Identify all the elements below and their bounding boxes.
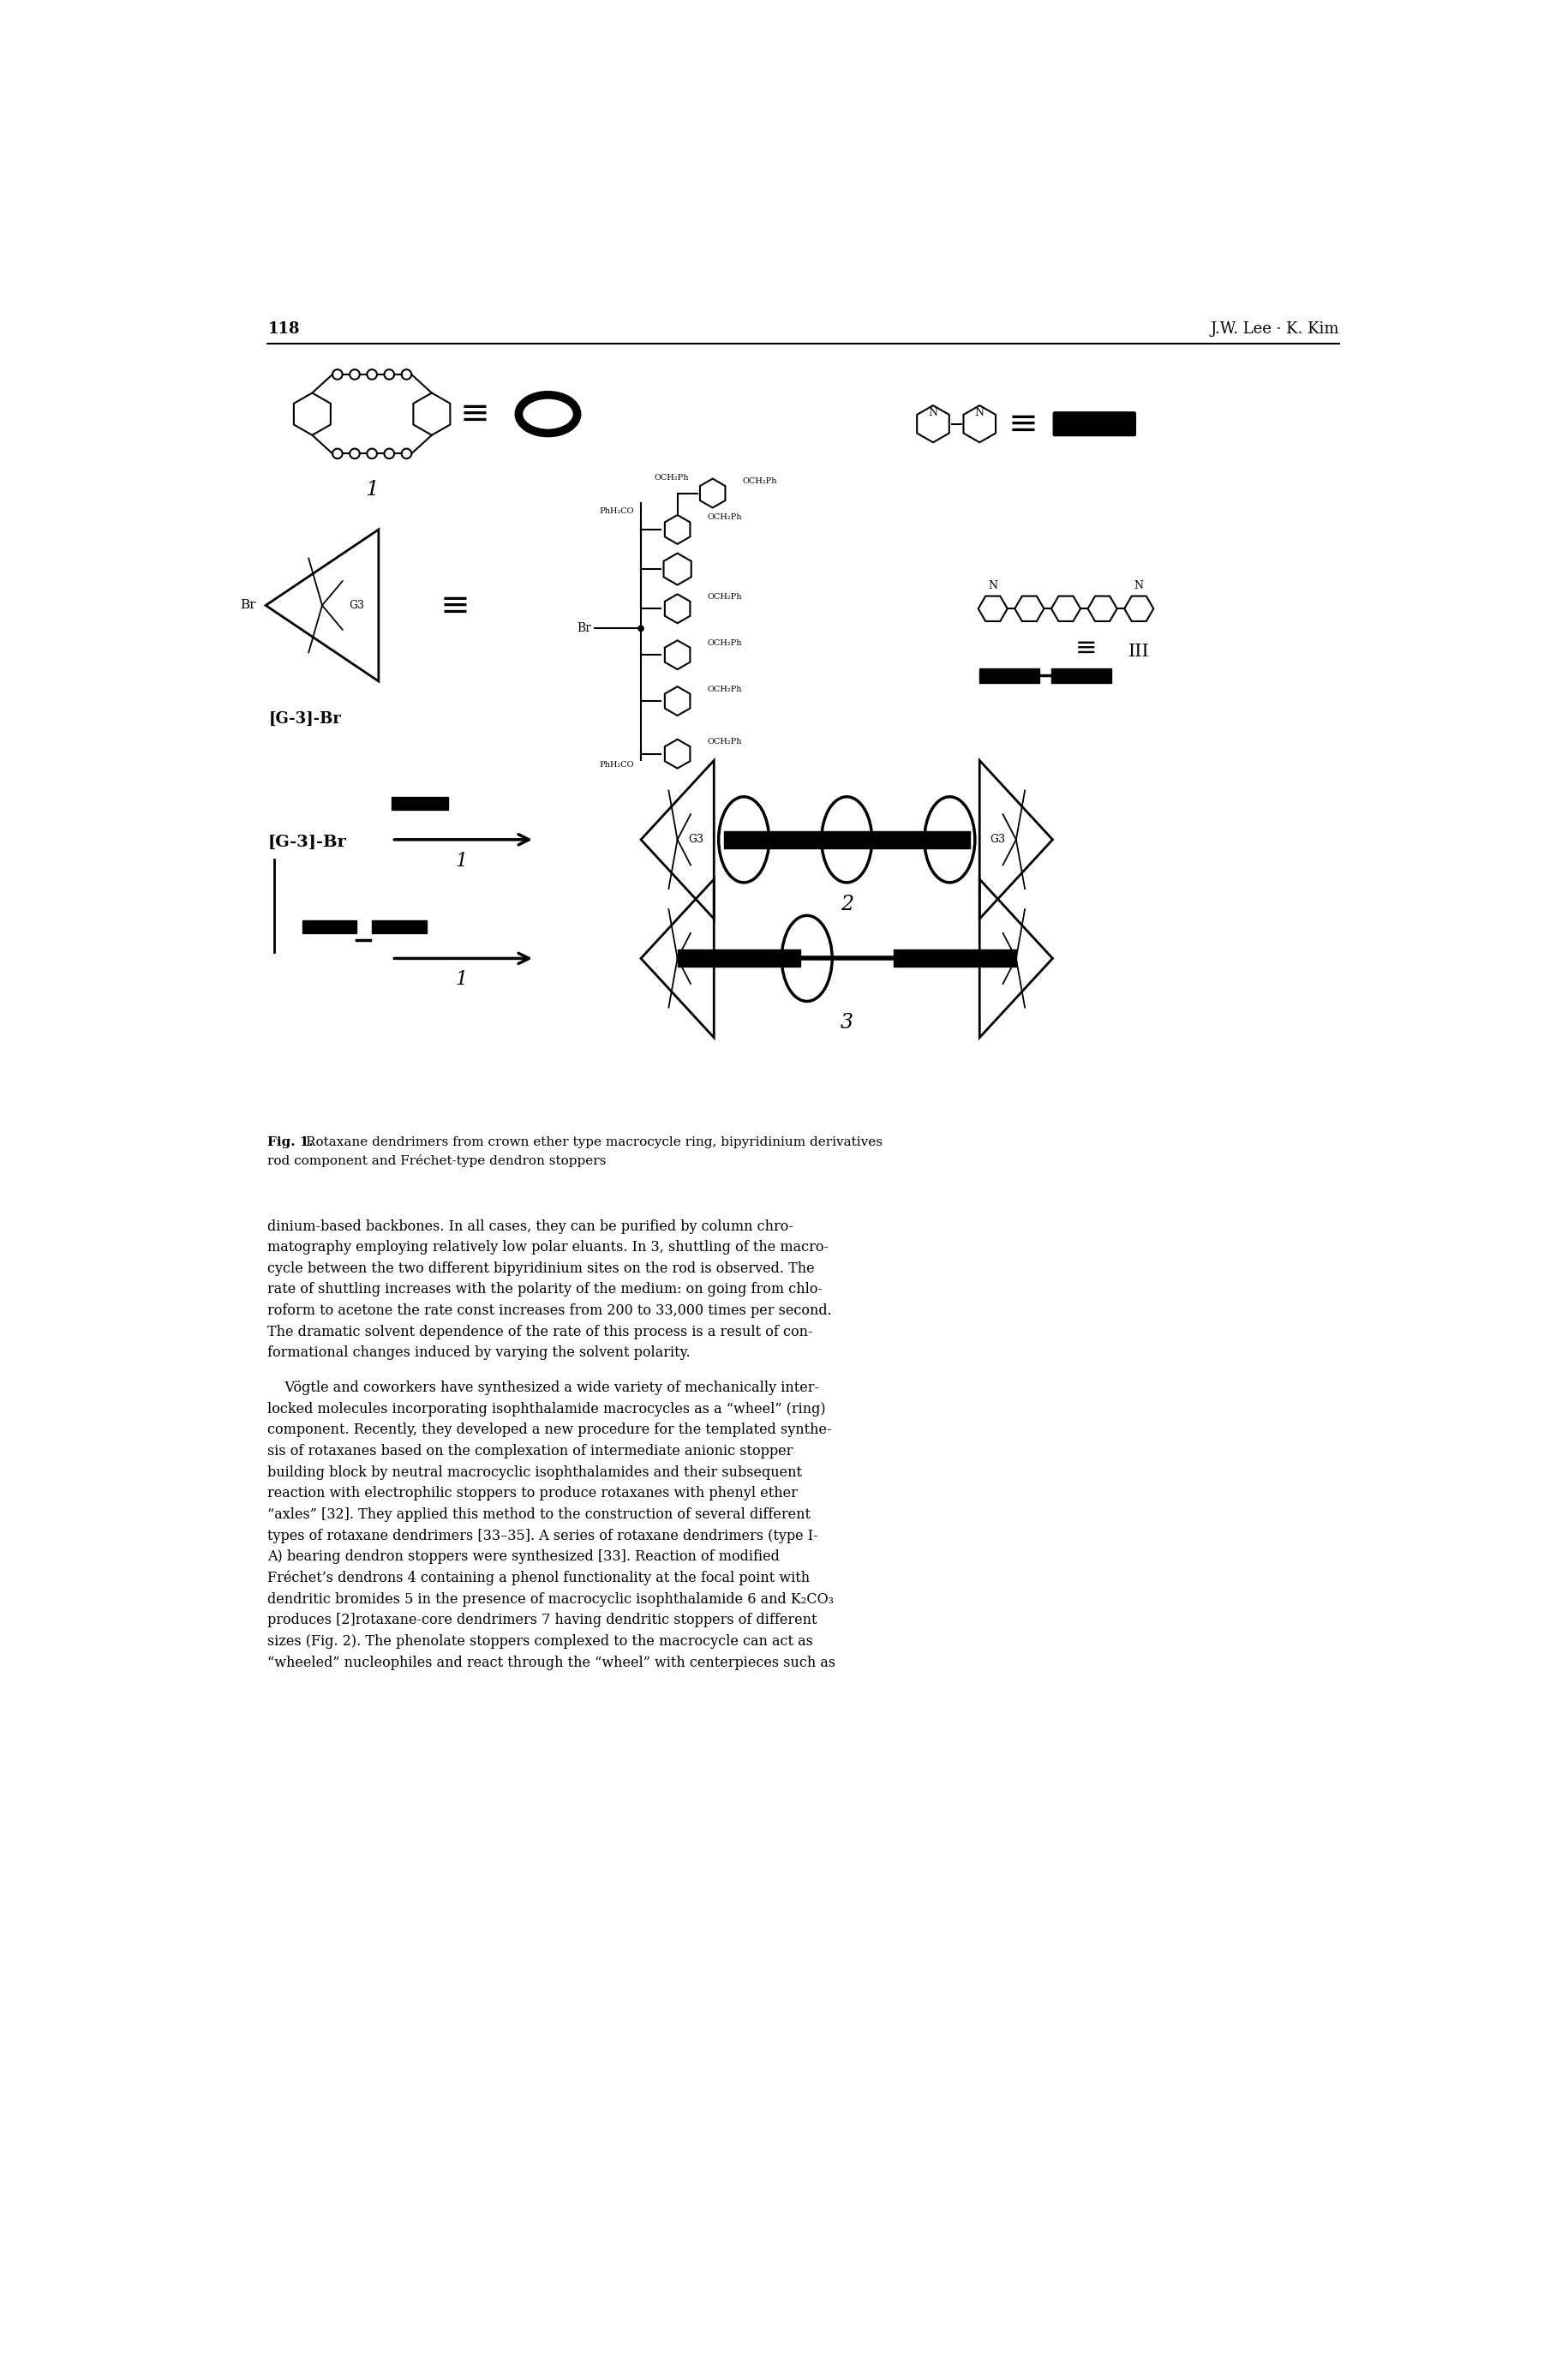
Text: N: N [928,407,938,419]
Text: locked molecules incorporating isophthalamide macrocycles as a “wheel” (ring): locked molecules incorporating isophthal… [268,1401,826,1417]
Text: 2: 2 [840,894,853,913]
Text: N: N [988,580,997,590]
Text: OCH₂Ph: OCH₂Ph [743,478,778,485]
Text: cycle between the two different bipyridinium sites on the rod is observed. The: cycle between the two different bipyridi… [268,1260,815,1277]
Text: ≡: ≡ [459,397,489,433]
Text: Fig. 1.: Fig. 1. [268,1137,314,1149]
Text: reaction with electrophilic stoppers to produce rotaxanes with phenyl ether: reaction with electrophilic stoppers to … [268,1486,798,1501]
Text: produces [2]rotaxane-core dendrimers 7 having dendritic stoppers of different: produces [2]rotaxane-core dendrimers 7 h… [268,1612,817,1627]
Text: N: N [1134,580,1143,590]
Text: sis of rotaxanes based on the complexation of intermediate anionic stopper: sis of rotaxanes based on the complexati… [268,1443,793,1458]
Text: A) bearing dendron stoppers were synthesized [33]. Reaction of modified: A) bearing dendron stoppers were synthes… [268,1550,779,1565]
Text: ≡: ≡ [1076,635,1096,661]
Bar [894,949,1016,968]
Text: “axles” [32]. They applied this method to the construction of several different: “axles” [32]. They applied this method t… [268,1508,811,1522]
Text: types of rotaxane dendrimers [33–35]. A series of rotaxane dendrimers (type I-: types of rotaxane dendrimers [33–35]. A … [268,1529,818,1543]
Text: Br: Br [577,623,591,635]
Text: building block by neutral macrocyclic isophthalamides and their subsequent: building block by neutral macrocyclic is… [268,1465,803,1479]
Text: OCH₂Ph: OCH₂Ph [707,685,742,692]
Text: component. Recently, they developed a new procedure for the templated synthe-: component. Recently, they developed a ne… [268,1422,833,1436]
Text: The dramatic solvent dependence of the rate of this process is a result of con-: The dramatic solvent dependence of the r… [268,1325,814,1339]
Bar [303,920,356,932]
Text: [G-3]-Br: [G-3]-Br [268,835,347,849]
Text: 1: 1 [456,970,467,989]
Text: rod component and Fréchet-type dendron stoppers: rod component and Fréchet-type dendron s… [268,1153,607,1168]
Text: [G-3]-Br: [G-3]-Br [270,711,342,725]
Text: 1: 1 [365,480,379,499]
Text: OCH₂Ph: OCH₂Ph [707,592,742,602]
Text: 1: 1 [456,851,467,870]
Bar [724,830,969,849]
Text: J.W. Lee · K. Kim: J.W. Lee · K. Kim [1210,321,1339,338]
Text: ≡: ≡ [1008,407,1038,442]
Text: 3: 3 [840,1013,853,1032]
Text: G3: G3 [989,954,1005,963]
Text: formational changes induced by varying the solvent polarity.: formational changes induced by varying t… [268,1346,690,1360]
Text: roform to acetone the rate const increases from 200 to 33,000 times per second.: roform to acetone the rate const increas… [268,1303,833,1317]
Bar [677,949,800,968]
Text: PhH₂CO: PhH₂CO [599,507,635,514]
Text: sizes (Fig. 2). The phenolate stoppers complexed to the macrocycle can act as: sizes (Fig. 2). The phenolate stoppers c… [268,1634,814,1648]
Text: dendritic bromides 5 in the presence of macrocyclic isophthalamide 6 and K₂CO₃: dendritic bromides 5 in the presence of … [268,1591,834,1608]
Bar [1051,668,1112,682]
Text: OCH₂Ph: OCH₂Ph [707,737,742,747]
Text: N: N [975,407,985,419]
Text: Br: Br [240,599,256,611]
Text: matography employing relatively low polar eluants. In 3, shuttling of the macro-: matography employing relatively low pola… [268,1241,829,1256]
Text: G3: G3 [989,835,1005,844]
Text: rate of shuttling increases with the polarity of the medium: on going from chlo-: rate of shuttling increases with the pol… [268,1282,823,1296]
Text: Fréchet’s dendrons 4 containing a phenol functionality at the focal point with: Fréchet’s dendrons 4 containing a phenol… [268,1572,811,1586]
Text: dinium-based backbones. In all cases, they can be purified by column chro-: dinium-based backbones. In all cases, th… [268,1220,793,1234]
Text: OCH₂Ph: OCH₂Ph [707,640,742,647]
Text: “wheeled” nucleophiles and react through the “wheel” with centerpieces such as: “wheeled” nucleophiles and react through… [268,1655,836,1669]
Text: OCH₂Ph: OCH₂Ph [654,473,688,483]
Text: G3: G3 [350,599,365,611]
Text: PhH₂CO: PhH₂CO [599,761,635,768]
Text: ≡: ≡ [441,587,470,623]
Text: Vögtle and coworkers have synthesized a wide variety of mechanically inter-: Vögtle and coworkers have synthesized a … [268,1382,820,1396]
Text: Rotaxane dendrimers from crown ether type macrocycle ring, bipyridinium derivati: Rotaxane dendrimers from crown ether typ… [306,1137,883,1149]
Text: 118: 118 [268,321,299,338]
Text: OCH₂Ph: OCH₂Ph [707,514,742,521]
Text: III: III [1129,644,1149,659]
FancyBboxPatch shape [1054,411,1135,435]
Bar [392,797,448,811]
Circle shape [638,625,644,633]
Bar [980,668,1040,682]
Text: G3: G3 [688,835,704,844]
Bar [372,920,426,932]
Text: G3: G3 [688,954,704,963]
